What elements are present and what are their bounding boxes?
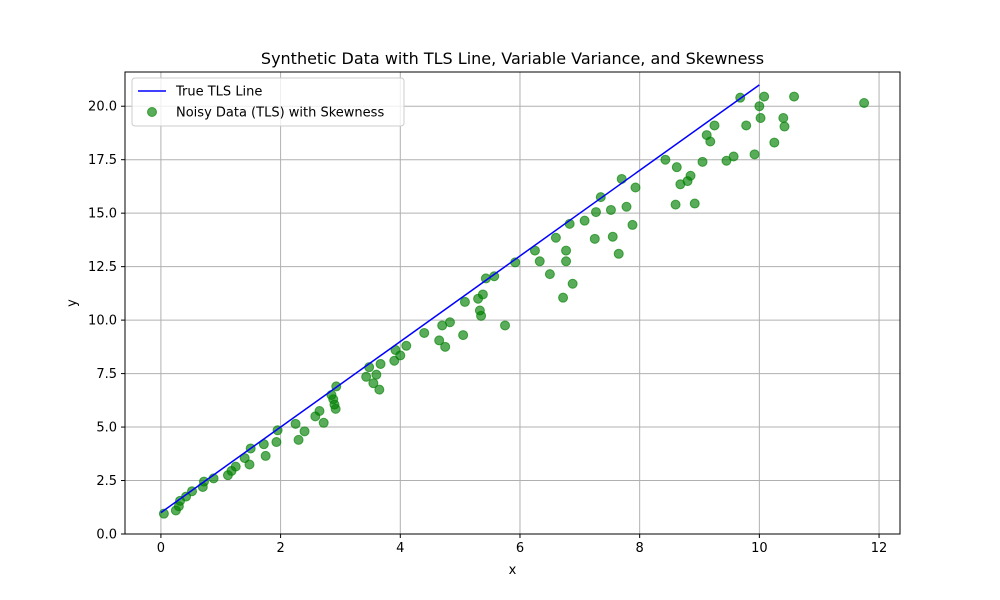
x-tick-label: 4 (396, 541, 404, 556)
legend: True TLS Line Noisy Data (TLS) with Skew… (131, 77, 405, 127)
scatter-point (371, 369, 382, 380)
scatter-point (368, 378, 379, 389)
y-tick-label: 2.5 (96, 474, 117, 489)
x-tick-label: 12 (871, 541, 888, 556)
y-tick-label: 17.5 (88, 153, 117, 168)
scatter-point (789, 91, 800, 102)
tls-line (160, 84, 760, 514)
x-axis-label: x (509, 563, 517, 578)
scatter-point (244, 459, 255, 470)
scatter-point (660, 154, 671, 165)
scatter-point (709, 120, 720, 131)
x-tick-label: 2 (276, 541, 284, 556)
scatter-point (721, 155, 732, 166)
scatter-point (779, 121, 790, 132)
scatter-point (395, 350, 406, 361)
y-tick-label: 0.0 (96, 528, 117, 543)
scatter-point (567, 278, 578, 289)
scatter-point (630, 182, 641, 193)
scatter-point (318, 417, 329, 428)
scatter-point (477, 289, 488, 300)
scatter-point (859, 98, 870, 109)
scatter-point (314, 406, 325, 417)
scatter-point (401, 340, 412, 351)
scatter-point (330, 403, 341, 414)
y-tick-label: 5.0 (96, 421, 117, 436)
scatter-point (778, 112, 789, 123)
scatter-point (458, 330, 469, 341)
scatter-point (689, 198, 700, 209)
plot-series (158, 84, 870, 519)
scatter-point (561, 256, 572, 267)
scatter-point (616, 173, 627, 184)
legend-label-line: True TLS Line (175, 85, 262, 100)
y-tick-label: 20.0 (88, 100, 117, 115)
scatter-point (685, 170, 696, 181)
scatter-point (419, 327, 430, 338)
scatter-point (230, 461, 241, 472)
y-tick-label: 10.0 (88, 314, 117, 329)
legend-label-scatter: Noisy Data (TLS) with Skewness (176, 106, 384, 121)
x-tick-label: 8 (636, 541, 644, 556)
scatter-point (500, 320, 511, 331)
scatter-point (579, 215, 590, 226)
scatter-point (670, 199, 681, 210)
scatter-point (590, 207, 601, 218)
y-tick-label: 15.0 (88, 207, 117, 222)
scatter-point (607, 231, 618, 242)
scatter-point (589, 233, 600, 244)
scatter-point (705, 136, 716, 147)
legend-marker-swatch (147, 107, 157, 117)
scatter-point (444, 317, 455, 328)
scatter-point (627, 219, 638, 230)
scatter-point (728, 151, 739, 162)
scatter-point (271, 437, 282, 448)
scatter-point (476, 310, 487, 321)
scatter-point (749, 149, 760, 160)
scatter-point (558, 292, 569, 303)
scatter-point (293, 434, 304, 445)
y-tick-label: 7.5 (96, 367, 117, 382)
plot-frame (124, 71, 901, 535)
scatter-point (374, 384, 385, 395)
scatter-point (260, 450, 271, 461)
scatter-point (534, 256, 545, 267)
scatter-point (605, 204, 616, 215)
x-tick-label: 6 (516, 541, 524, 556)
scatter-point (561, 245, 572, 256)
y-tick-label: 12.5 (88, 260, 117, 275)
x-tick-label: 0 (157, 541, 165, 556)
x-tick-label: 10 (751, 541, 768, 556)
scatter-point (459, 296, 470, 307)
scatter-point (671, 162, 682, 173)
scatter-point (741, 120, 752, 131)
scatter-point (544, 269, 555, 280)
scatter-point (613, 248, 624, 259)
scatter-point (290, 418, 301, 429)
scatter-point (697, 156, 708, 167)
y-axis-label: y (65, 299, 80, 307)
scatter-point (375, 358, 386, 369)
scatter-point (299, 426, 310, 437)
scatter-point (361, 371, 372, 382)
chart-title: Synthetic Data with TLS Line, Variable V… (261, 49, 764, 68)
legend-box (131, 77, 405, 127)
axes: 0 2 4 6 8 10 12 0.0 2.5 5.0 7.5 10.0 12.5 15.0 17.5 20.… (88, 100, 887, 556)
scatter-point (621, 201, 632, 212)
scatter-point (440, 341, 451, 352)
scatter-point (769, 137, 780, 148)
scatter-point (550, 232, 561, 243)
scatter-point (755, 112, 766, 123)
scatter-point (434, 335, 445, 346)
scatter-point (489, 271, 500, 282)
scatter-point (759, 91, 770, 102)
scatter-point (754, 101, 765, 112)
